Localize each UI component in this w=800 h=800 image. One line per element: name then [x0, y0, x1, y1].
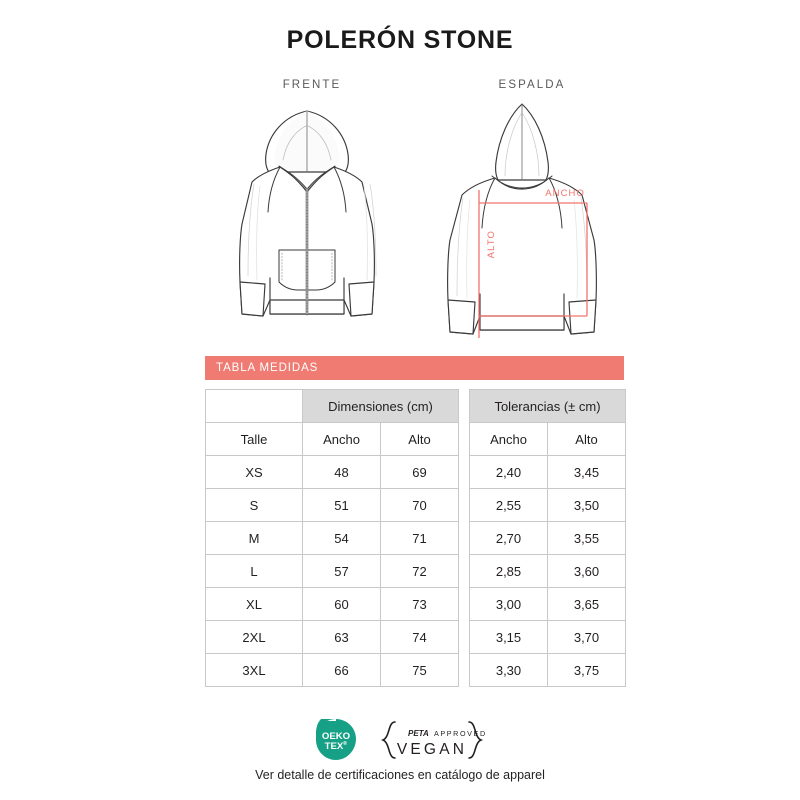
cell-tol-ancho: 2,70	[469, 521, 548, 555]
table-row: XL 60 73	[205, 587, 459, 621]
dimensions-table: Dimensiones (cm) Talle Ancho Alto XS 48 …	[205, 389, 459, 687]
oeko-line2: TEX	[325, 741, 344, 752]
table-row: 2XL 63 74	[205, 620, 459, 654]
cell-tol-ancho: 2,55	[469, 488, 548, 522]
cell-talle: 3XL	[205, 653, 303, 687]
cell-tol-ancho: 2,40	[469, 455, 548, 489]
group-header-spacer	[205, 389, 303, 423]
cell-alto: 73	[380, 587, 459, 621]
garment-illustrations: ANCHO ALTO	[0, 100, 800, 350]
cell-alto: 74	[380, 620, 459, 654]
table-group-header-row: Tolerancias (± cm)	[468, 389, 627, 423]
cell-alto: 69	[380, 455, 459, 489]
table-banner: TABLA MEDIDAS	[205, 356, 624, 380]
cell-tol-alto: 3,75	[546, 653, 627, 687]
cell-talle: S	[205, 488, 303, 522]
peta-approved: APPROVED	[434, 729, 487, 738]
table-row: S 51 70	[205, 488, 459, 522]
cell-talle: M	[205, 521, 303, 555]
cell-tol-alto: 3,50	[546, 488, 627, 522]
cell-tol-ancho: 3,15	[469, 620, 548, 654]
column-header-dim-alto: Alto	[380, 422, 459, 456]
table-row: 2,70 3,55	[469, 521, 627, 555]
measure-guide-lines	[478, 190, 588, 338]
cell-ancho: 51	[302, 488, 381, 522]
group-header-dimensions: Dimensiones (cm)	[302, 389, 459, 423]
measure-label-alto: ALTO	[486, 230, 497, 258]
table-column-header-row: Ancho Alto	[469, 422, 627, 456]
cell-alto: 70	[380, 488, 459, 522]
column-header-talle: Talle	[205, 422, 303, 456]
table-row: 2,40 3,45	[469, 455, 627, 489]
table-column-header-row: Talle Ancho Alto	[205, 422, 459, 456]
group-header-tolerances: Tolerancias (± cm)	[468, 389, 627, 423]
column-header-dim-ancho: Ancho	[302, 422, 381, 456]
cell-ancho: 66	[302, 653, 381, 687]
table-row: L 57 72	[205, 554, 459, 588]
view-label-front: FRENTE	[282, 79, 342, 91]
peta-vegan-icon: PETA APPROVED VEGAN	[377, 717, 487, 763]
hoodie-back-illustration: ANCHO ALTO	[447, 103, 597, 338]
table-row: M 54 71	[205, 521, 459, 555]
cell-talle: 2XL	[205, 620, 303, 654]
view-label-back: ESPALDA	[498, 79, 566, 91]
cell-ancho: 63	[302, 620, 381, 654]
oeko-tex-icon: OEKO TEX ®	[313, 717, 359, 763]
cell-alto: 72	[380, 554, 459, 588]
cell-talle: XS	[205, 455, 303, 489]
cell-tol-alto: 3,60	[546, 554, 627, 588]
cell-talle: XL	[205, 587, 303, 621]
dimensions-table-body: XS 48 69 S 51 70 M 54 71 L 57 72	[205, 455, 459, 687]
table-row: 3XL 66 75	[205, 653, 459, 687]
cell-ancho: 54	[302, 521, 381, 555]
cell-tol-ancho: 3,30	[469, 653, 548, 687]
cell-tol-ancho: 2,85	[469, 554, 548, 588]
cell-ancho: 48	[302, 455, 381, 489]
table-row: 3,30 3,75	[469, 653, 627, 687]
table-row: 3,00 3,65	[469, 587, 627, 621]
cell-tol-alto: 3,55	[546, 521, 627, 555]
certifications-row: OEKO TEX ® PETA APPROVED VEGAN	[0, 710, 800, 770]
cell-tol-alto: 3,65	[546, 587, 627, 621]
hoodie-front-illustration	[239, 110, 377, 317]
cell-ancho: 57	[302, 554, 381, 588]
cell-alto: 71	[380, 521, 459, 555]
cell-ancho: 60	[302, 587, 381, 621]
certifications-caption: Ver detalle de certificaciones en catálo…	[255, 768, 545, 782]
table-row: 2,55 3,50	[469, 488, 627, 522]
tolerances-table: Tolerancias (± cm) Ancho Alto 2,40 3,45 …	[468, 389, 627, 687]
cell-tol-alto: 3,70	[546, 620, 627, 654]
cell-talle: L	[205, 554, 303, 588]
vegan-word: VEGAN	[397, 741, 467, 758]
cell-tol-ancho: 3,00	[469, 587, 548, 621]
cell-alto: 75	[380, 653, 459, 687]
table-row: XS 48 69	[205, 455, 459, 489]
peta-brand: PETA	[408, 729, 429, 738]
measure-label-ancho: ANCHO	[545, 188, 585, 199]
column-header-tol-ancho: Ancho	[469, 422, 548, 456]
tolerances-table-body: 2,40 3,45 2,55 3,50 2,70 3,55 2,85 3,60 …	[469, 455, 627, 687]
table-row: 3,15 3,70	[469, 620, 627, 654]
table-group-header-row: Dimensiones (cm)	[205, 389, 459, 423]
page-title: POLERÓN STONE	[286, 26, 514, 54]
oeko-line1: OEKO	[322, 731, 351, 742]
measurements-section: TABLA MEDIDAS Dimensiones (cm) Talle Anc…	[205, 356, 627, 687]
cell-tol-alto: 3,45	[546, 455, 627, 489]
oeko-registered-mark: ®	[343, 740, 347, 747]
table-row: 2,85 3,60	[469, 554, 627, 588]
column-header-tol-alto: Alto	[546, 422, 627, 456]
